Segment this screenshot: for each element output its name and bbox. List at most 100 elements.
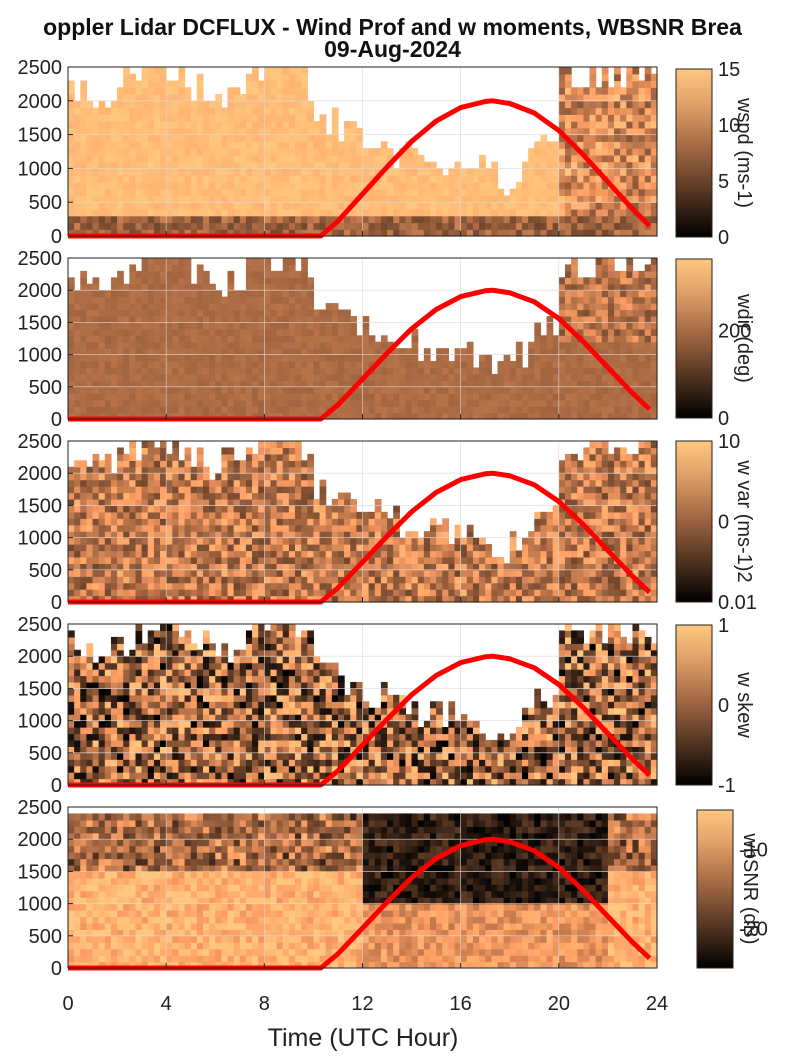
heatmap-cell [638,148,646,156]
heatmap-cell [110,537,118,545]
heatmap-cell [117,154,124,163]
heatmap-cell [522,222,529,230]
heatmap-cell [196,380,204,388]
heatmap-cell [472,582,480,590]
heatmap-cell [638,412,646,420]
heatmap-cell [650,335,658,343]
heatmap-cell [135,87,143,95]
heatmap-cell [595,215,603,224]
heatmap-cell [356,202,364,210]
heatmap-cell [307,505,315,513]
heatmap-cell [614,270,621,278]
heatmap-cell [123,222,130,230]
heatmap-cell [337,412,345,420]
heatmap-cell [276,148,284,156]
heatmap-cell [528,208,535,217]
heatmap-cell [577,127,584,136]
heatmap-cell [288,447,296,455]
heatmap-cell [620,222,627,230]
heatmap-cell [350,367,357,375]
heatmap-cell [270,73,278,82]
heatmap-cell [86,393,94,401]
heatmap-cell [184,258,192,266]
heatmap-cell [172,222,180,230]
heatmap-cell [117,309,124,317]
heatmap-cell [141,406,149,414]
heatmap-cell [74,498,81,506]
heatmap-cell [577,202,584,210]
heatmap-cell [595,290,603,298]
heatmap-cell [68,550,75,558]
heatmap-cell [123,576,130,584]
heatmap-cell [74,589,81,597]
heatmap-cell [153,67,161,75]
heatmap-cell [595,341,603,349]
heatmap-cell [344,524,351,532]
heatmap-cell [295,544,302,552]
heatmap-cell [632,322,640,330]
heatmap-cell [399,161,407,169]
heatmap-cell [104,208,112,217]
heatmap-cell [411,556,419,564]
heatmap-cell [638,94,646,102]
heatmap-cell [295,505,302,513]
heatmap-cell [178,148,186,156]
heatmap-cell [123,141,130,149]
heatmap-cell [270,328,278,336]
heatmap-cell [282,373,290,381]
heatmap-cell [196,127,204,136]
heatmap-cell [601,373,609,381]
heatmap-cell [282,296,290,304]
heatmap-cell [344,215,351,224]
heatmap-cell [258,127,265,136]
heatmap-cell [301,393,308,401]
heatmap-cell [344,195,351,203]
heatmap-cell [313,393,321,401]
heatmap-cell [74,127,81,136]
heatmap-cell [233,87,241,95]
heatmap-cell [135,188,143,197]
heatmap-cell [503,399,511,407]
heatmap-cell [74,380,81,388]
heatmap-cell [221,412,229,420]
heatmap-cell [92,511,100,519]
heatmap-cell [614,181,621,190]
heatmap-cell [620,121,627,129]
heatmap-cell [528,348,535,356]
heatmap-cell [595,148,603,156]
heatmap-cell [160,258,167,266]
heatmap-cell [620,290,627,298]
heatmap-cell [558,277,566,285]
heatmap-cell [454,367,462,375]
heatmap-cell [166,202,173,210]
heatmap-cell [196,296,204,304]
heatmap-cell [356,544,364,552]
heatmap-cell [86,100,94,109]
heatmap-cell [313,348,321,356]
heatmap-cell [215,175,222,183]
heatmap-cell [644,373,652,381]
heatmap-cell [135,544,143,552]
heatmap-cell [288,479,296,487]
heatmap-cell [301,270,308,278]
heatmap-cell [252,511,259,519]
heatmap-cell [650,341,658,349]
heatmap-cell [528,168,535,176]
heatmap-cell [313,148,321,156]
heatmap-cell [276,576,284,584]
heatmap-cell [331,393,339,401]
heatmap-cell [196,114,204,122]
heatmap-cell [233,290,241,298]
heatmap-cell [245,492,253,500]
heatmap-cell [337,361,345,369]
heatmap-cell [307,188,315,197]
heatmap-cell [196,524,204,532]
heatmap-cell [202,466,210,474]
heatmap-cell [270,582,278,590]
heatmap-cell [239,229,247,237]
heatmap-cell [160,195,167,203]
heatmap-cell [301,473,308,481]
heatmap-cell [564,367,572,375]
heatmap-cell [233,486,241,494]
heatmap-cell [270,466,278,474]
